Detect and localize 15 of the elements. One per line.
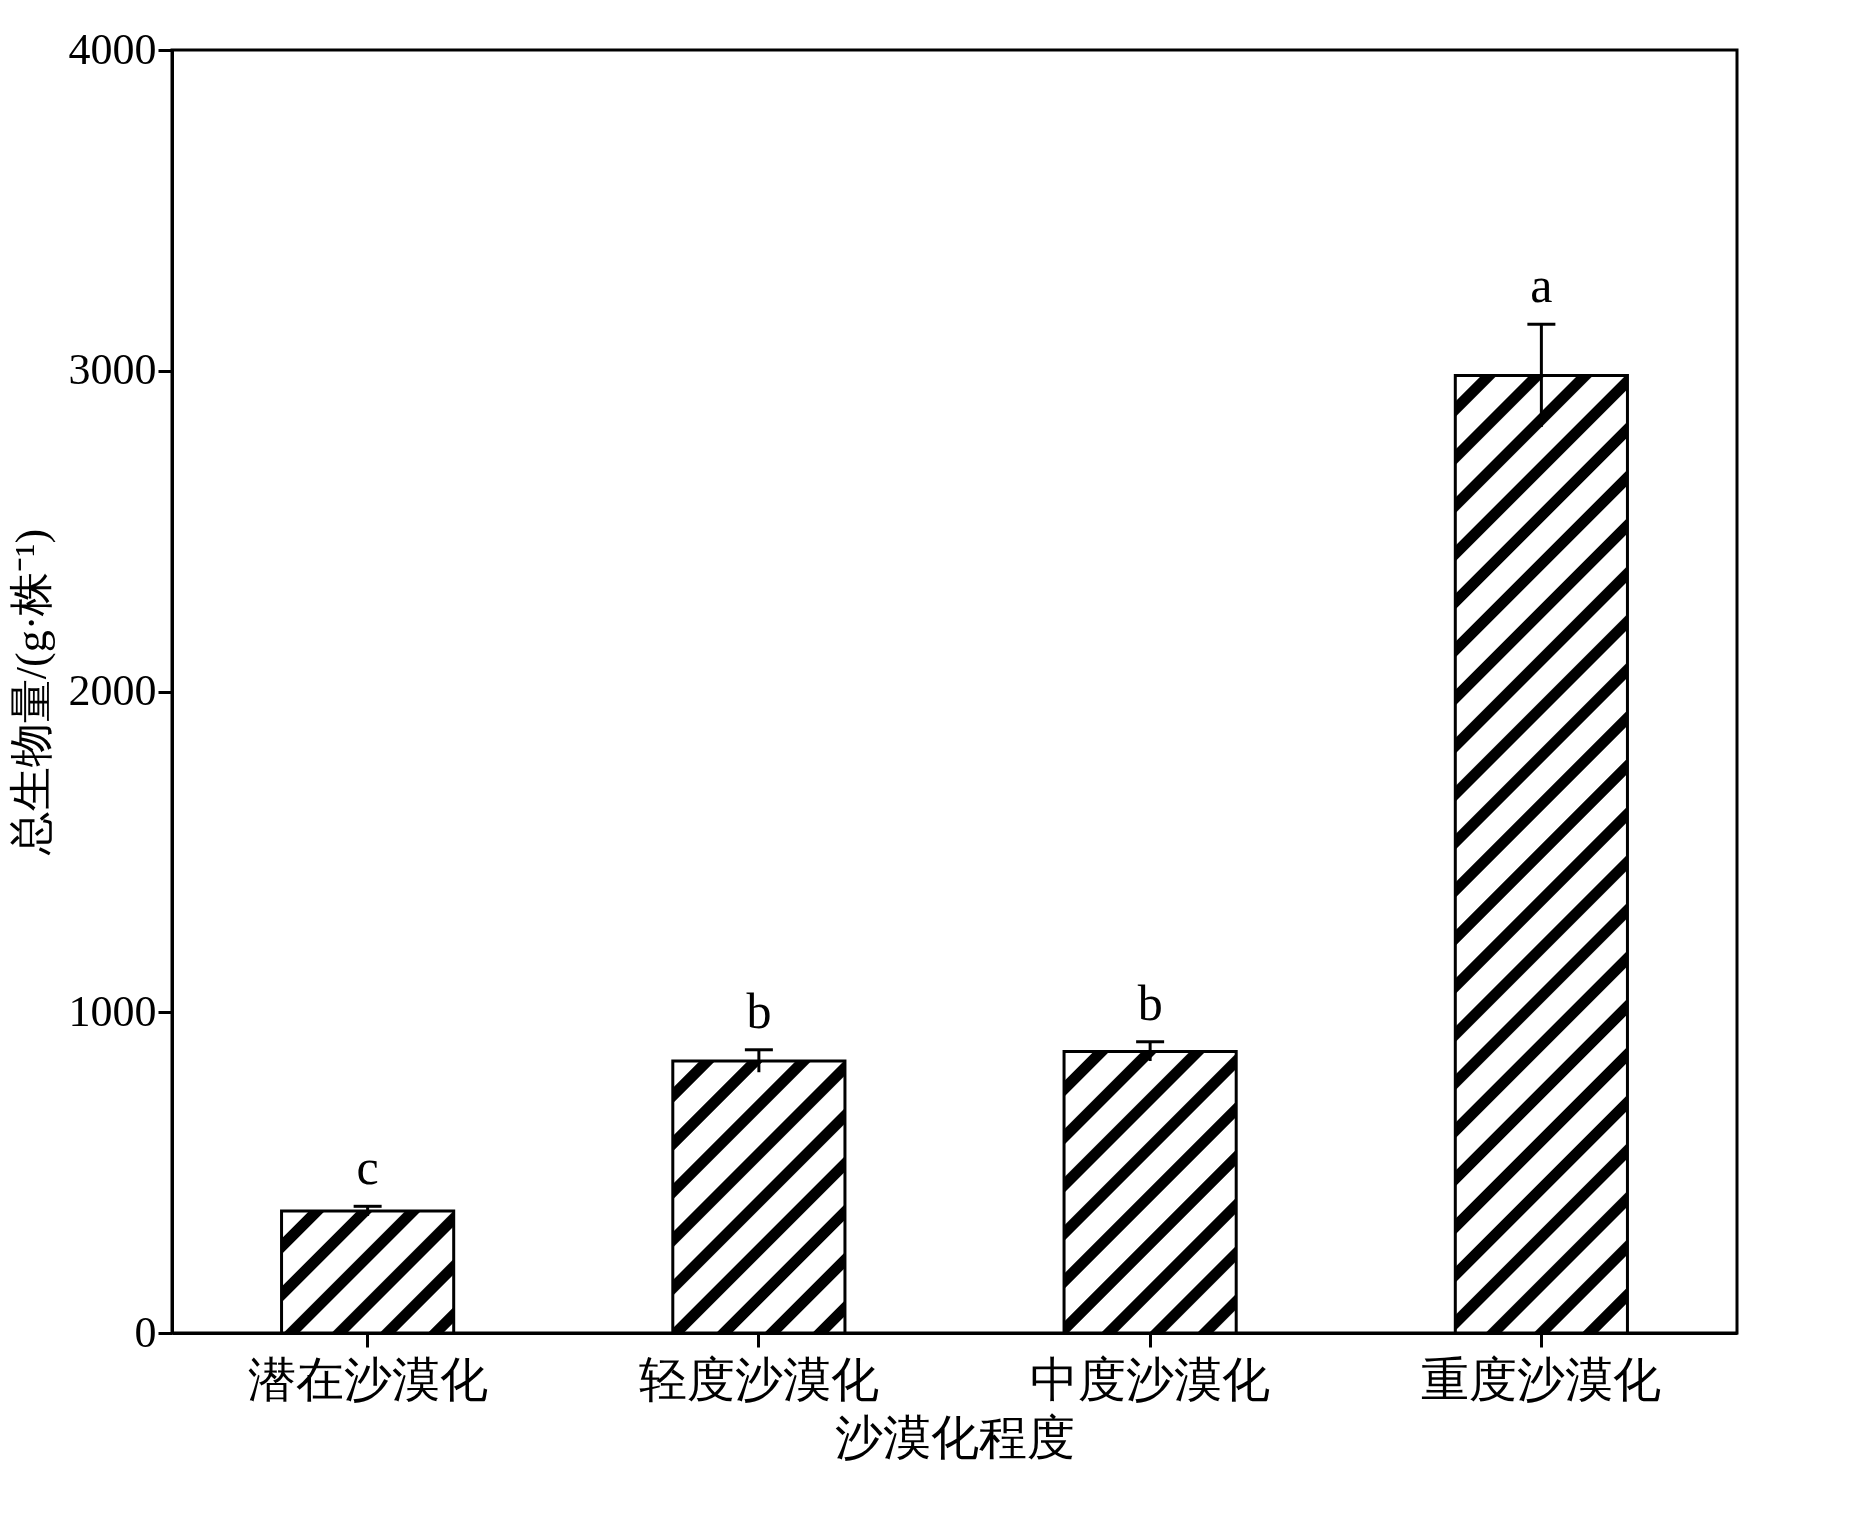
x-axis-title: 沙漠化程度 <box>835 1410 1075 1464</box>
x-tick-label: 潜在沙漠化 <box>247 1352 488 1406</box>
y-tick-label: 1000 <box>68 986 157 1036</box>
x-tick-label: 重度沙漠化 <box>1421 1352 1662 1406</box>
annotation: b <box>746 982 772 1039</box>
annotation: a <box>1530 257 1553 314</box>
y-tick-label: 4000 <box>68 24 157 74</box>
y-tick-label: 0 <box>134 1307 157 1357</box>
x-tick-label: 中度沙漠化 <box>1030 1352 1271 1406</box>
annotation: c <box>356 1139 379 1196</box>
y-axis-title: 总生物量/(g·株⁻¹) <box>6 528 56 857</box>
y-tick-label: 2000 <box>68 666 157 715</box>
y-tick-label: 3000 <box>68 345 157 395</box>
annotation: b <box>1137 974 1163 1031</box>
x-tick-label: 轻度沙漠化 <box>638 1352 879 1406</box>
